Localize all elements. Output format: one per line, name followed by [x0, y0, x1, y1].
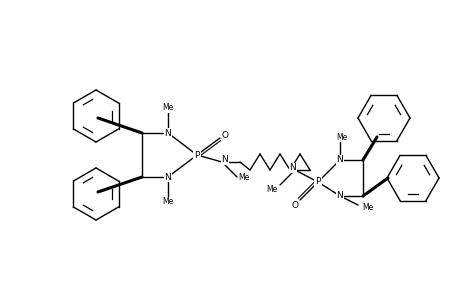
Text: Me: Me — [238, 172, 249, 182]
Text: Me: Me — [162, 103, 173, 112]
Text: Me: Me — [266, 185, 277, 194]
Text: N: N — [164, 128, 171, 137]
Text: Me: Me — [336, 133, 347, 142]
Text: O: O — [221, 131, 228, 140]
Text: N: N — [164, 172, 171, 182]
Text: Me: Me — [162, 197, 173, 206]
Text: P: P — [194, 151, 199, 160]
Text: Me: Me — [362, 203, 373, 212]
Text: N: N — [336, 191, 342, 200]
Text: N: N — [221, 155, 228, 164]
Text: N: N — [289, 164, 296, 172]
Text: N: N — [336, 155, 342, 164]
Text: P: P — [314, 178, 320, 187]
Text: O: O — [291, 200, 298, 209]
